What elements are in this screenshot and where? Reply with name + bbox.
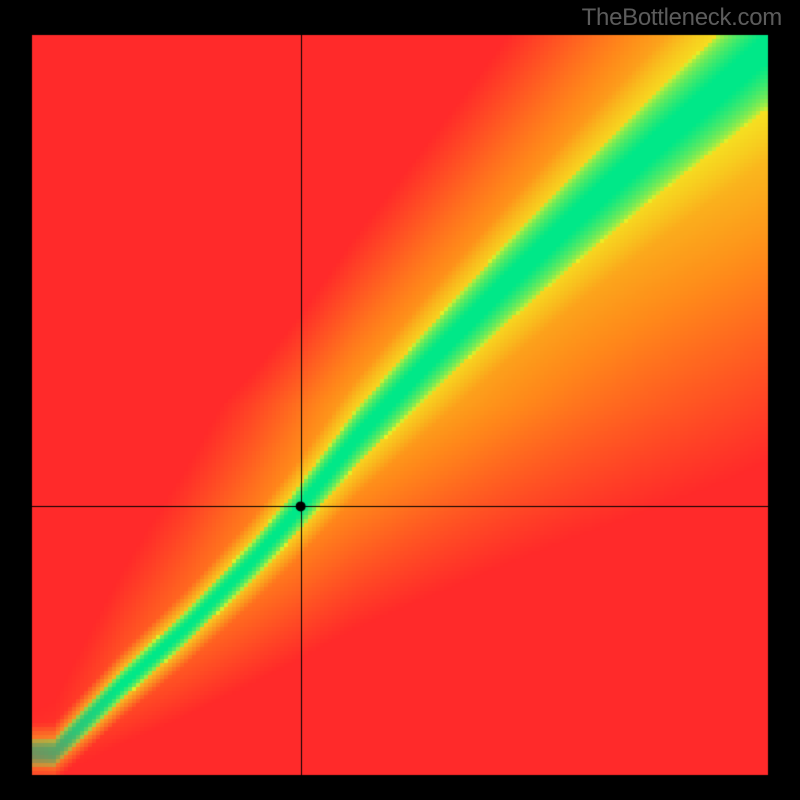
- watermark-text: TheBottleneck.com: [582, 4, 782, 32]
- heatmap-canvas: [0, 0, 800, 800]
- heatmap-container: [0, 0, 800, 800]
